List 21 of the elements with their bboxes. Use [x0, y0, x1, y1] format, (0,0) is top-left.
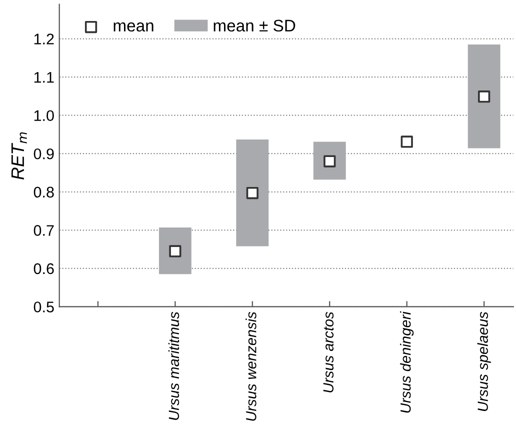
x-tick-label: Ursus deningeri — [400, 311, 414, 413]
y-tick-label: 1.0 — [34, 110, 54, 122]
y-tick-label: 1.1 — [34, 72, 54, 83]
point — [246, 186, 258, 200]
y-tick-label: 0.7 — [34, 225, 54, 236]
y-tick-label: 0.5 — [34, 302, 54, 312]
x-tick-label: Ursus marititmus — [168, 312, 180, 420]
x-tick-label: Ursus wenzensis — [246, 312, 256, 421]
legend-label: mean ± SD — [214, 20, 296, 32]
point — [478, 90, 490, 103]
x-tick-label: Ursus arctos — [323, 312, 334, 392]
y-tick-label: 1.2 — [34, 34, 54, 44]
point — [400, 136, 413, 148]
y-tick-label: 0.9 — [34, 148, 54, 160]
y-tick-label: 0.8 — [34, 186, 54, 198]
bar — [468, 44, 500, 148]
y-tick-label: 0.6 — [34, 263, 54, 274]
bar — [236, 139, 269, 246]
legend-label: mean — [114, 22, 154, 32]
y-axis-title: RET$_{m}$ — [11, 132, 27, 180]
x-tick-label: Ursus spelaeus — [477, 312, 491, 411]
